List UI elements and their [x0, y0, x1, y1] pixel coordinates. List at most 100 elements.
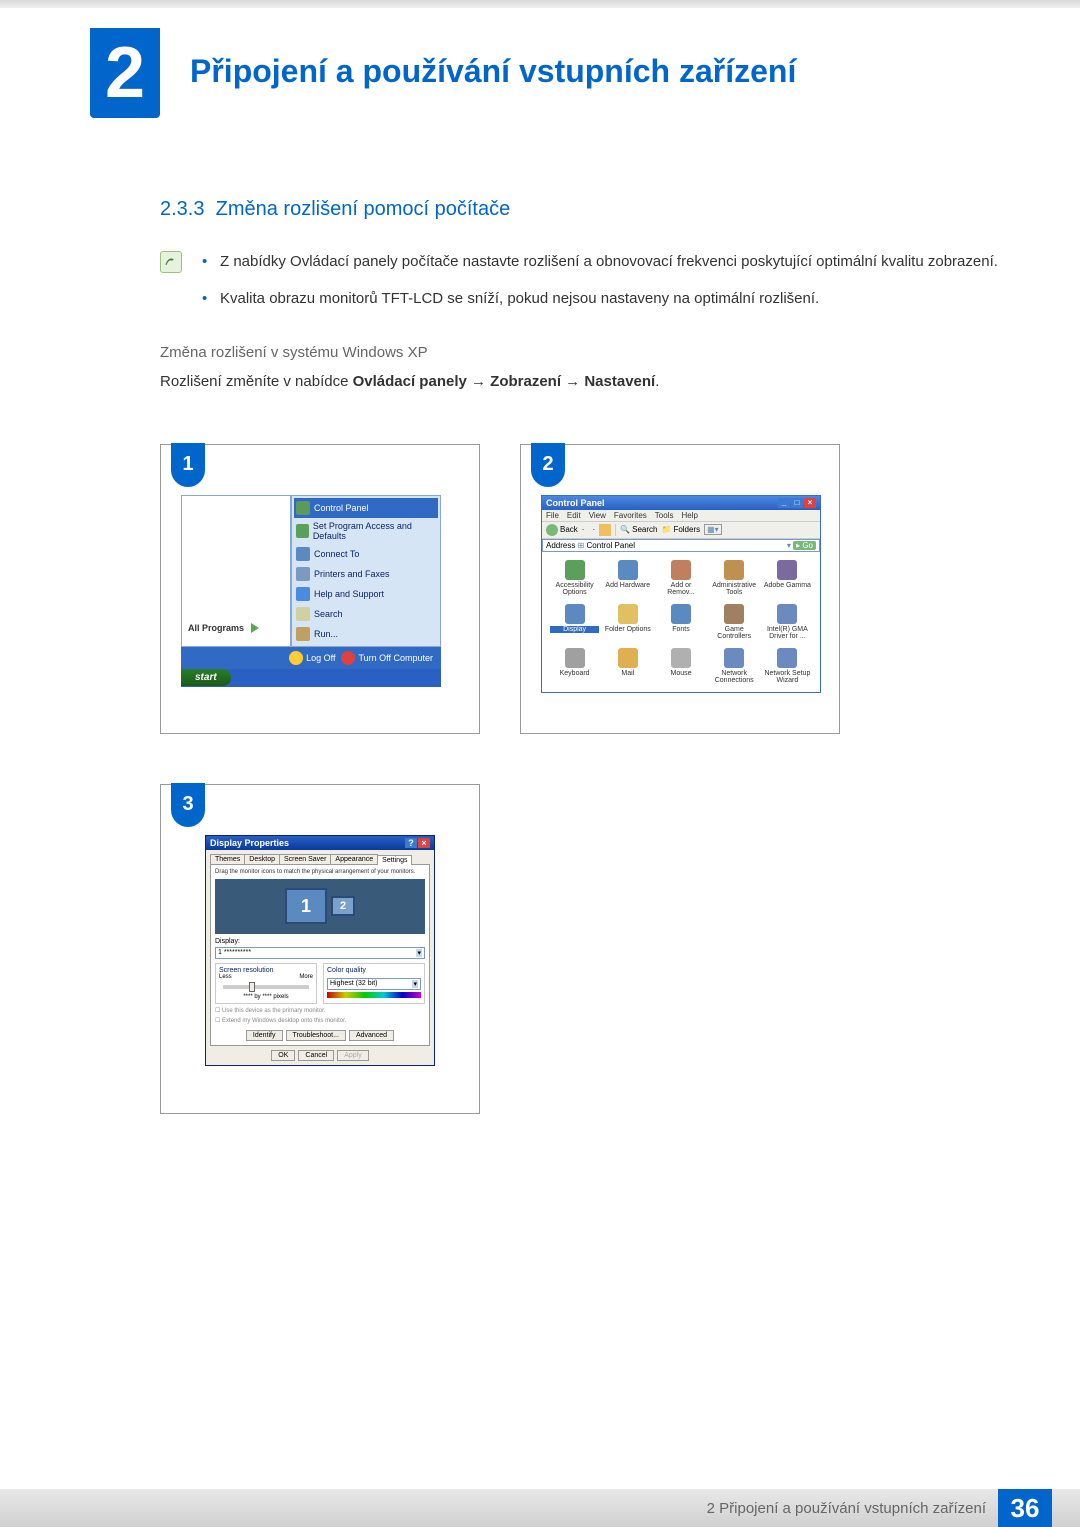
- menu-icon: [296, 501, 310, 515]
- menu-icon: [296, 547, 310, 561]
- start-menu-item[interactable]: Printers and Faxes: [294, 564, 438, 584]
- start-menu-item[interactable]: Control Panel: [294, 498, 438, 518]
- item-icon: [671, 604, 691, 624]
- start-menu-item[interactable]: Connect To: [294, 544, 438, 564]
- address-value[interactable]: Control Panel: [587, 541, 635, 550]
- monitor-arrangement[interactable]: 1 2: [215, 879, 425, 934]
- control-panel-item[interactable]: Mouse: [656, 648, 705, 684]
- item-label: Network Connections: [710, 670, 759, 684]
- up-button[interactable]: [599, 524, 611, 536]
- menu-item[interactable]: View: [589, 511, 606, 520]
- secondary-monitor[interactable]: 2: [331, 896, 355, 916]
- control-panel-items: Accessibility Options Add Hardware Add or …: [542, 552, 820, 692]
- troubleshoot-button[interactable]: Troubleshoot...: [286, 1030, 346, 1041]
- all-programs[interactable]: All Programs: [186, 620, 286, 637]
- item-label: Add Hardware: [603, 582, 652, 589]
- views-button[interactable]: ▦▾: [704, 524, 722, 535]
- folders-button[interactable]: 📁Folders: [661, 525, 700, 534]
- extend-checkbox[interactable]: ☐ Extend my Windows desktop onto this mo…: [215, 1017, 425, 1024]
- display-properties-window: Display Properties ? × ThemesDesktopScre…: [205, 835, 435, 1066]
- slider-thumb[interactable]: [249, 982, 255, 992]
- close-button[interactable]: ×: [418, 838, 430, 848]
- ok-button[interactable]: OK: [271, 1050, 295, 1061]
- mid-buttons: IdentifyTroubleshoot...Advanced: [215, 1030, 425, 1041]
- control-panel-item[interactable]: Adobe Gamma: [763, 560, 812, 596]
- start-menu-item[interactable]: Run...: [294, 624, 438, 644]
- tab-desktop[interactable]: Desktop: [244, 854, 280, 864]
- bottom-buttons: OKCancelApply: [210, 1050, 430, 1061]
- resolution-slider[interactable]: [223, 985, 309, 989]
- control-panel-item[interactable]: Network Setup Wizard: [763, 648, 812, 684]
- start-button[interactable]: start: [181, 669, 231, 686]
- menu-item[interactable]: Help: [681, 511, 697, 520]
- cancel-button[interactable]: Cancel: [298, 1050, 334, 1061]
- tab-screen-saver[interactable]: Screen Saver: [279, 854, 331, 864]
- start-menu-item[interactable]: Search: [294, 604, 438, 624]
- control-panel-item[interactable]: Game Controllers: [710, 604, 759, 640]
- content: 2.3.3 Změna rozlišení pomocí počítače Z …: [160, 198, 1000, 1114]
- control-panel-item[interactable]: Folder Options: [603, 604, 652, 640]
- control-panel-item[interactable]: Network Connections: [710, 648, 759, 684]
- menu-item[interactable]: Edit: [567, 511, 581, 520]
- menu-item[interactable]: Tools: [655, 511, 674, 520]
- logoff-button[interactable]: Log Off: [289, 651, 335, 665]
- item-label: Administrative Tools: [710, 582, 759, 596]
- go-button[interactable]: ▸ Go: [793, 541, 816, 550]
- control-panel-window: Control Panel _ □ × File Edit View Favorite…: [541, 495, 821, 693]
- control-panel-item[interactable]: Add Hardware: [603, 560, 652, 596]
- menu-item[interactable]: File: [546, 511, 559, 520]
- advanced-button[interactable]: Advanced: [349, 1030, 394, 1041]
- search-button[interactable]: 🔍Search: [620, 525, 657, 534]
- control-panel-item[interactable]: Mail: [603, 648, 652, 684]
- window-titlebar: Control Panel _ □ ×: [542, 496, 820, 510]
- footer: 2 Připojení a používání vstupních zaříze…: [0, 1489, 1080, 1527]
- section-heading: Změna rozlišení pomocí počítače: [216, 198, 511, 220]
- start-menu-item[interactable]: Help and Support: [294, 584, 438, 604]
- primary-checkbox[interactable]: ☐ Use this device as the primary monitor…: [215, 1007, 425, 1014]
- all-programs-label: All Programs: [188, 623, 244, 633]
- shutdown-label: Turn Off Computer: [358, 653, 433, 663]
- folders-label: Folders: [673, 525, 700, 534]
- control-panel-item[interactable]: Display: [550, 604, 599, 640]
- control-panel-item[interactable]: Accessibility Options: [550, 560, 599, 596]
- maximize-button[interactable]: □: [791, 498, 803, 508]
- step-3-badge: 3: [171, 783, 205, 827]
- taskbar: start: [181, 669, 441, 687]
- start-menu-item[interactable]: Set Program Access and Defaults: [294, 518, 438, 544]
- close-button[interactable]: ×: [804, 498, 816, 508]
- color-select[interactable]: Highest (32 bit)▾: [327, 978, 421, 990]
- control-panel-item[interactable]: Administrative Tools: [710, 560, 759, 596]
- control-panel-item[interactable]: Intel(R) GMA Driver for ...: [763, 604, 812, 640]
- item-icon: [671, 648, 691, 668]
- minimize-button[interactable]: _: [778, 498, 790, 508]
- control-panel-item[interactable]: Keyboard: [550, 648, 599, 684]
- control-panel-item[interactable]: Add or Remov...: [656, 560, 705, 596]
- item-label: Intel(R) GMA Driver for ...: [763, 626, 812, 640]
- tab-themes[interactable]: Themes: [210, 854, 245, 864]
- color-preview: [327, 992, 421, 998]
- menu-label: Search: [314, 609, 343, 619]
- instruction-suffix: .: [655, 373, 659, 390]
- logoff-label: Log Off: [306, 653, 335, 663]
- menu-label: Set Program Access and Defaults: [313, 521, 436, 541]
- toolbar: Back · · 🔍Search 📁Folders ▦▾: [542, 521, 820, 539]
- display-select[interactable]: 1 **********▾: [215, 947, 425, 959]
- item-icon: [565, 648, 585, 668]
- item-icon: [777, 604, 797, 624]
- res-more: More: [299, 974, 313, 980]
- tab-settings[interactable]: Settings: [377, 855, 412, 865]
- identify-button[interactable]: Identify: [246, 1030, 283, 1041]
- help-button[interactable]: ?: [405, 838, 417, 848]
- step-2-wrap: 2 Control Panel _ □ × FileEditViewFavori…: [520, 444, 840, 734]
- tab-appearance[interactable]: Appearance: [330, 854, 378, 864]
- menu-icon: [296, 627, 310, 641]
- item-label: Folder Options: [603, 626, 652, 633]
- menu-item[interactable]: Favorites: [614, 511, 647, 520]
- back-button[interactable]: Back: [546, 524, 578, 536]
- item-label: Add or Remov...: [656, 582, 705, 596]
- primary-monitor[interactable]: 1: [285, 888, 327, 924]
- shutdown-button[interactable]: Turn Off Computer: [341, 651, 433, 665]
- res-less: Less: [219, 974, 232, 980]
- control-panel-item[interactable]: Fonts: [656, 604, 705, 640]
- resolution-legend: Screen resolution: [219, 967, 313, 974]
